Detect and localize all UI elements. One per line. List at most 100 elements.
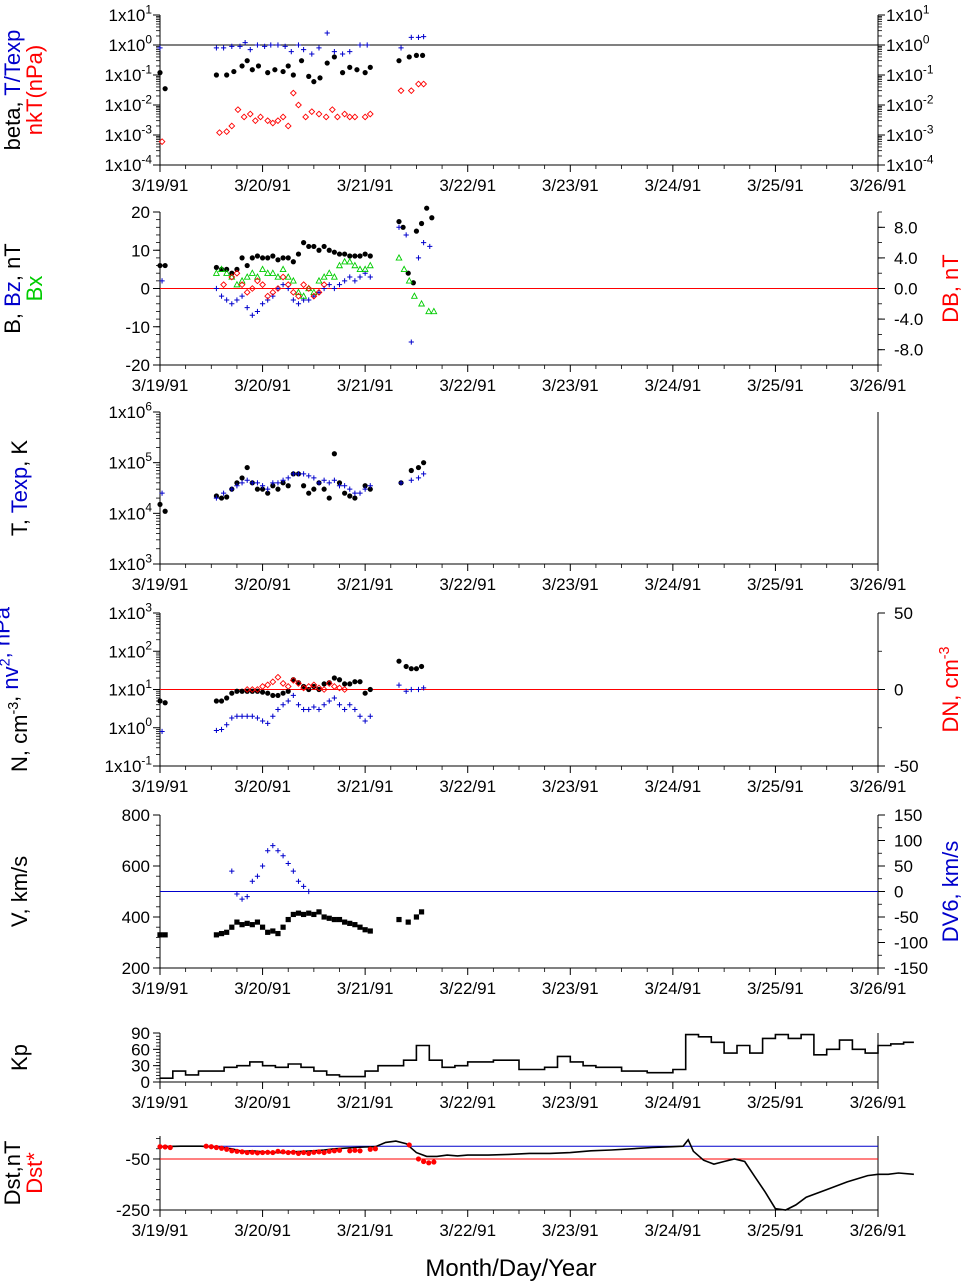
data-point	[218, 1145, 225, 1151]
data-point	[254, 486, 261, 492]
data-point	[347, 1148, 353, 1154]
data-point	[220, 281, 228, 289]
data-point	[259, 255, 266, 261]
data-point	[249, 67, 255, 73]
data-point	[229, 924, 235, 930]
data-point	[321, 486, 327, 492]
data-point	[311, 79, 317, 85]
data-point	[341, 686, 349, 693]
data-point	[249, 878, 255, 884]
series-dst-1	[157, 1142, 437, 1166]
data-point	[269, 678, 277, 686]
data-point	[320, 281, 328, 289]
data-point	[213, 727, 220, 734]
data-point	[240, 113, 248, 121]
x-tick-label: 3/25/91	[747, 1221, 804, 1240]
data-point	[259, 1149, 266, 1156]
data-point	[265, 297, 271, 303]
data-point	[330, 273, 338, 280]
data-point	[218, 495, 225, 501]
data-point	[213, 698, 220, 704]
data-point	[321, 243, 327, 250]
data-point	[159, 490, 165, 496]
data-point	[280, 68, 286, 75]
data-point	[247, 47, 253, 53]
y-tick-label-right: -50	[894, 908, 919, 927]
x-tick-label: 3/20/91	[234, 979, 291, 998]
y-tick-label: 1x10-2	[105, 92, 153, 115]
data-point	[231, 68, 237, 75]
data-point	[342, 706, 348, 713]
data-point	[270, 253, 276, 259]
data-point	[239, 896, 245, 902]
data-point	[253, 273, 261, 280]
y-tick-label: 30	[131, 1057, 150, 1076]
y-axis-label-right: DB, nT	[938, 254, 963, 322]
x-tick-label: 3/19/91	[132, 575, 189, 594]
data-point	[224, 695, 230, 701]
data-point	[352, 253, 358, 259]
data-point	[367, 486, 373, 492]
data-point	[347, 253, 353, 259]
data-point	[310, 292, 318, 300]
data-point	[157, 70, 163, 76]
data-point	[208, 1144, 214, 1150]
data-point	[295, 702, 302, 708]
data-point	[259, 924, 266, 930]
data-point	[285, 688, 291, 694]
data-point	[418, 663, 425, 670]
y-tick-label-right: -100	[894, 934, 928, 953]
data-point	[274, 117, 282, 125]
data-point	[275, 692, 281, 699]
y-tick-label-right: 1x10-2	[886, 92, 934, 115]
x-tick-label: 3/21/91	[337, 376, 394, 395]
x-tick-label: 3/24/91	[644, 376, 701, 395]
data-point	[315, 288, 323, 296]
data-point	[162, 700, 168, 706]
data-point	[301, 1149, 307, 1156]
data-point	[300, 684, 308, 692]
data-point	[336, 480, 343, 486]
data-point	[367, 928, 373, 934]
data-point	[275, 706, 281, 713]
x-tick-label: 3/26/91	[850, 1093, 907, 1112]
data-point	[223, 128, 231, 136]
data-point	[362, 718, 368, 724]
data-point	[326, 698, 332, 704]
y-tick-label: 1x104	[109, 501, 153, 524]
data-point	[243, 273, 251, 280]
data-point	[254, 686, 261, 693]
data-point	[336, 282, 343, 288]
data-point	[284, 683, 292, 690]
data-point	[259, 301, 266, 307]
data-point	[367, 1146, 373, 1152]
data-point	[347, 920, 353, 926]
data-point	[301, 240, 307, 246]
data-point	[257, 113, 264, 121]
data-point	[162, 508, 168, 514]
data-point	[300, 281, 308, 289]
y-axis-label: beta, T/Texp	[0, 30, 25, 151]
data-point	[326, 1148, 332, 1154]
data-point	[285, 285, 291, 292]
y-tick-label: 600	[122, 857, 150, 876]
data-point	[362, 927, 368, 933]
data-point	[331, 916, 337, 923]
data-point	[357, 253, 363, 259]
data-point	[234, 297, 240, 303]
data-point	[347, 49, 353, 55]
x-tick-label: 3/23/91	[542, 1093, 599, 1112]
data-point	[274, 285, 282, 292]
x-tick-label: 3/21/91	[337, 979, 394, 998]
data-point	[325, 269, 333, 276]
data-point	[265, 1149, 271, 1155]
data-point	[264, 269, 272, 276]
data-point	[244, 920, 250, 926]
data-point	[213, 72, 220, 78]
data-point	[396, 916, 402, 923]
data-point	[336, 677, 343, 683]
x-tick-label: 3/24/91	[644, 979, 701, 998]
data-point	[234, 483, 240, 489]
data-point	[239, 713, 245, 719]
data-point	[306, 1150, 312, 1156]
